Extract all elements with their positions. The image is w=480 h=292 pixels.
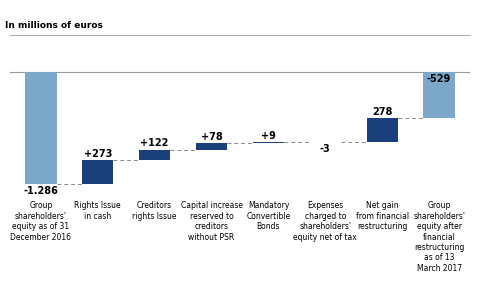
Bar (82, 160, 113, 184)
Text: +78: +78 (201, 132, 222, 142)
Text: -3: -3 (320, 144, 331, 154)
Bar (367, 118, 398, 142)
Bar (423, 72, 455, 118)
Bar (139, 150, 170, 160)
Text: +122: +122 (141, 138, 169, 148)
Text: +273: +273 (84, 149, 112, 159)
Bar (253, 142, 284, 143)
Text: In millions of euros: In millions of euros (5, 21, 103, 30)
Text: 278: 278 (372, 107, 393, 117)
Text: -529: -529 (427, 74, 451, 84)
Bar (196, 143, 227, 150)
Text: +9: +9 (261, 131, 276, 141)
Text: -1.286: -1.286 (24, 186, 59, 197)
Bar (25, 72, 57, 184)
